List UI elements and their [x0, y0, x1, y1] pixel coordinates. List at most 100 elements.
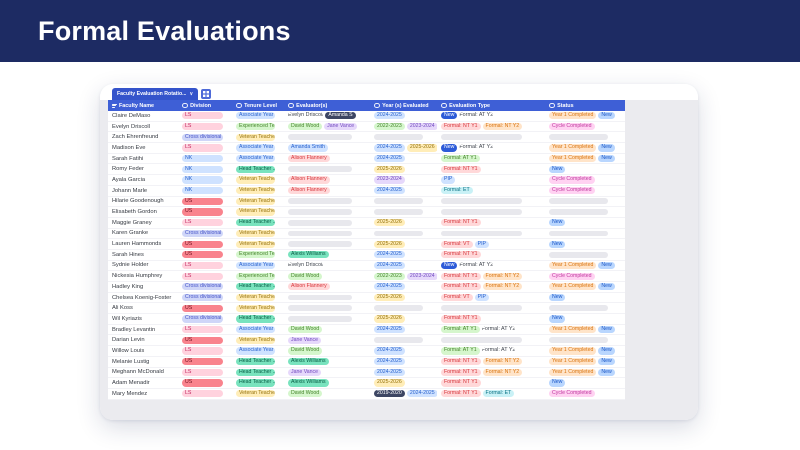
cell-division[interactable]: LS: [178, 368, 232, 378]
cell-years-evaluated[interactable]: 2022-2023 2023-2024: [370, 271, 437, 281]
cell-years-evaluated[interactable]: 2024-2025: [370, 186, 437, 196]
table-row[interactable]: Ali Koss US Veteran Teacher: [108, 303, 625, 315]
cell-division[interactable]: LS: [178, 389, 232, 399]
cell-evaluation-type[interactable]: Formal: NT Y1: [437, 314, 545, 324]
cell-evaluators[interactable]: [284, 218, 370, 228]
cell-evaluators[interactable]: [284, 207, 370, 217]
cell-evaluators[interactable]: Alison Flannery: [284, 282, 370, 292]
cell-years-evaluated[interactable]: 2024-2025: [370, 261, 437, 271]
table-row[interactable]: Karen Granke Cross divisional Veteran Teac…: [108, 228, 625, 240]
table-row[interactable]: Elisabeth Gordon US Veteran Teacher: [108, 207, 625, 218]
cell-years-evaluated[interactable]: 2023-2024: [370, 175, 437, 185]
cell-tenure-level[interactable]: Veteran Teacher: [232, 389, 284, 399]
cell-status[interactable]: Year 1 Completed New: [545, 154, 625, 164]
column-header-status[interactable]: Status: [545, 100, 625, 111]
cell-evaluators[interactable]: David Wood: [284, 389, 370, 399]
cell-faculty-name[interactable]: Sarah Hines: [108, 250, 178, 260]
table-row[interactable]: Wil Kyriazis Cross divisional Head Teacher…: [108, 314, 625, 325]
cell-status[interactable]: Cycle Completed: [545, 175, 625, 185]
cell-years-evaluated[interactable]: 2024-2025: [370, 325, 437, 335]
cell-tenure-level[interactable]: Veteran Teacher: [232, 335, 284, 345]
cell-evaluators[interactable]: [284, 229, 370, 239]
cell-division[interactable]: NK: [178, 186, 232, 196]
table-row[interactable]: Willow Louis LS Associate Year 2 David Wood…: [108, 346, 625, 357]
cell-evaluators[interactable]: [284, 132, 370, 142]
table-row[interactable]: Melanie Lustig US Head Teacher ... Alexis W…: [108, 356, 625, 368]
cell-evaluators[interactable]: Alison Flannery: [284, 154, 370, 164]
cell-evaluation-type[interactable]: Formal: VT PIP: [437, 239, 545, 249]
cell-division[interactable]: US: [178, 303, 232, 313]
cell-status[interactable]: Cycle Completed: [545, 389, 625, 399]
cell-evaluators[interactable]: Alexis Williams: [284, 250, 370, 260]
cell-status[interactable]: New: [545, 164, 625, 174]
cell-status[interactable]: Year 1 Completed New: [545, 261, 625, 271]
cell-evaluation-type[interactable]: New Formal: AT Y2: [437, 111, 545, 121]
cell-status[interactable]: Year 1 Completed New: [545, 143, 625, 153]
cell-division[interactable]: LS: [178, 111, 232, 121]
cell-tenure-level[interactable]: Experienced Te...: [232, 250, 284, 260]
cell-division[interactable]: LS: [178, 143, 232, 153]
cell-tenure-level[interactable]: Veteran Teacher: [232, 293, 284, 303]
cell-years-evaluated[interactable]: 2024-2025 2025-2026: [370, 143, 437, 153]
table-row[interactable]: Sarah Fatihi NK Associate Year 2 Alison Fla…: [108, 153, 625, 165]
cell-evaluators[interactable]: [284, 197, 370, 207]
cell-evaluation-type[interactable]: Formal: NT Y1 Formal: NT Y2: [437, 271, 545, 281]
cell-status[interactable]: [545, 250, 625, 260]
column-header-division[interactable]: Division: [178, 100, 232, 111]
cell-division[interactable]: Cross divisional: [178, 132, 232, 142]
cell-division[interactable]: LS: [178, 122, 232, 132]
cell-years-evaluated[interactable]: 2024-2025: [370, 357, 437, 367]
table-row[interactable]: Johann Marle NK Veteran Teacher Alison Flan…: [108, 185, 625, 197]
cell-years-evaluated[interactable]: 2024-2025: [370, 154, 437, 164]
table-row[interactable]: Evelyn Driscoll LS Experienced Te... David …: [108, 121, 625, 133]
cell-evaluation-type[interactable]: [437, 132, 545, 142]
cell-evaluation-type[interactable]: Formal: NT Y1 Formal: NT Y2: [437, 368, 545, 378]
cell-tenure-level[interactable]: Veteran Teacher: [232, 132, 284, 142]
cell-evaluation-type[interactable]: Formal: NT Y1 Formal: NT Y2: [437, 122, 545, 132]
cell-years-evaluated[interactable]: 2025-2026: [370, 293, 437, 303]
cell-division[interactable]: LS: [178, 261, 232, 271]
cell-evaluation-type[interactable]: Formal: NT Y1 Formal: NT Y2: [437, 357, 545, 367]
cell-division[interactable]: Cross divisional: [178, 293, 232, 303]
cell-years-evaluated[interactable]: 2025-2026: [370, 314, 437, 324]
table-row[interactable]: Madison Eve LS Associate Year 2 Amanda Smit…: [108, 143, 625, 154]
cell-faculty-name[interactable]: Sarah Fatihi: [108, 154, 178, 164]
cell-evaluation-type[interactable]: PIP: [437, 175, 545, 185]
cell-status[interactable]: Cycle Completed: [545, 122, 625, 132]
table-row[interactable]: Sydnie Holder LS Associate Year 3 Evelyn Dr…: [108, 260, 625, 272]
cell-evaluators[interactable]: Evelyn Driscoll Amanda S: [284, 111, 370, 121]
cell-faculty-name[interactable]: Bradley Levantin: [108, 325, 178, 335]
cell-faculty-name[interactable]: Ayala Garcia: [108, 175, 178, 185]
cell-evaluation-type[interactable]: [437, 335, 545, 345]
cell-evaluators[interactable]: Amanda Smith: [284, 143, 370, 153]
cell-tenure-level[interactable]: Veteran Teacher: [232, 175, 284, 185]
cell-status[interactable]: New: [545, 293, 625, 303]
cell-tenure-level[interactable]: Head Teacher ...: [232, 282, 284, 292]
cell-division[interactable]: NK: [178, 154, 232, 164]
cell-faculty-name[interactable]: Evelyn Driscoll: [108, 122, 178, 132]
cell-division[interactable]: US: [178, 207, 232, 217]
cell-evaluators[interactable]: Jane Vance: [284, 335, 370, 345]
cell-status[interactable]: New: [545, 314, 625, 324]
cell-faculty-name[interactable]: Romy Feder: [108, 164, 178, 174]
cell-tenure-level[interactable]: Head Teacher ...: [232, 218, 284, 228]
table-row[interactable]: Adam Menadir US Head Teacher ... Alexis Wil…: [108, 378, 625, 389]
cell-faculty-name[interactable]: Chelsea Koenig-Foster: [108, 293, 178, 303]
cell-division[interactable]: US: [178, 357, 232, 367]
cell-evaluation-type[interactable]: Formal: AT Y1: [437, 154, 545, 164]
cell-evaluators[interactable]: Alexis Williams: [284, 357, 370, 367]
cell-tenure-level[interactable]: Veteran Teacher: [232, 229, 284, 239]
column-header-evaluator-s-[interactable]: Evaluator(s): [284, 100, 370, 111]
cell-evaluation-type[interactable]: [437, 303, 545, 313]
cell-evaluation-type[interactable]: Formal: AT Y1 Formal: AT Y2: [437, 325, 545, 335]
cell-evaluation-type[interactable]: Formal: NT Y1 Formal: ET: [437, 389, 545, 399]
cell-evaluators[interactable]: David Wood: [284, 271, 370, 281]
cell-years-evaluated[interactable]: [370, 303, 437, 313]
cell-years-evaluated[interactable]: 2025-2026: [370, 164, 437, 174]
cell-faculty-name[interactable]: Zach Ehrenfreund: [108, 132, 178, 142]
cell-evaluators[interactable]: [284, 314, 370, 324]
cell-faculty-name[interactable]: Hadley King: [108, 282, 178, 292]
cell-tenure-level[interactable]: Associate Year 2: [232, 143, 284, 153]
cell-faculty-name[interactable]: Darian Levin: [108, 335, 178, 345]
cell-tenure-level[interactable]: Associate Year 2: [232, 154, 284, 164]
